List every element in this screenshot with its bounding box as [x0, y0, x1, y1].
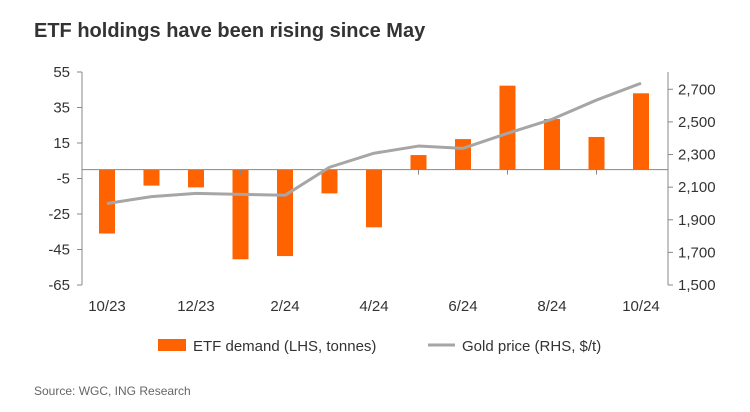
bar-4-24 — [366, 169, 382, 228]
legend-bar-label: ETF demand (LHS, tonnes) — [193, 338, 376, 355]
x-tick-label: 12/23 — [177, 298, 215, 315]
right-tick-label: 2,100 — [678, 179, 716, 196]
bar-7-24 — [499, 85, 516, 170]
bar-8-24 — [544, 119, 560, 170]
legend-line-label: Gold price (RHS, $/t) — [462, 338, 601, 355]
bar-5-24 — [410, 155, 427, 170]
bar-6-24 — [455, 139, 471, 170]
x-tick-label: 10/24 — [622, 298, 660, 315]
chart-title: ETF holdings have been rising since May — [34, 20, 426, 42]
bar-10-23 — [99, 169, 115, 234]
legend-bar-swatch — [158, 339, 186, 351]
left-tick-label: 55 — [53, 64, 70, 81]
right-tick-label: 2,500 — [678, 114, 716, 131]
x-tick-label: 8/24 — [537, 298, 566, 315]
left-tick-label: -5 — [57, 171, 70, 188]
left-tick-label: -65 — [48, 277, 70, 294]
bar-10-24 — [633, 93, 649, 170]
bar-12-23 — [188, 169, 204, 188]
x-tick-label: 4/24 — [359, 298, 388, 315]
right-tick-label: 2,300 — [678, 147, 716, 164]
x-tick-label: 2/24 — [270, 298, 299, 315]
bar-9-24 — [588, 136, 605, 170]
right-tick-label: 1,700 — [678, 244, 716, 261]
right-tick-label: 1,500 — [678, 277, 716, 294]
left-tick-label: 35 — [53, 100, 70, 117]
bar-1-24 — [232, 169, 249, 260]
bar-2-24 — [277, 169, 293, 257]
right-tick-label: 1,900 — [678, 212, 716, 229]
x-tick-label: 6/24 — [448, 298, 477, 315]
bar-11-23 — [143, 169, 160, 186]
left-tick-label: 15 — [53, 135, 70, 152]
x-tick-label: 10/23 — [88, 298, 126, 315]
right-tick-label: 2,700 — [678, 81, 716, 98]
left-tick-label: -45 — [48, 242, 70, 259]
bar-3-24 — [321, 169, 338, 194]
source-note: Source: WGC, ING Research — [34, 384, 191, 398]
left-tick-label: -25 — [48, 206, 70, 223]
